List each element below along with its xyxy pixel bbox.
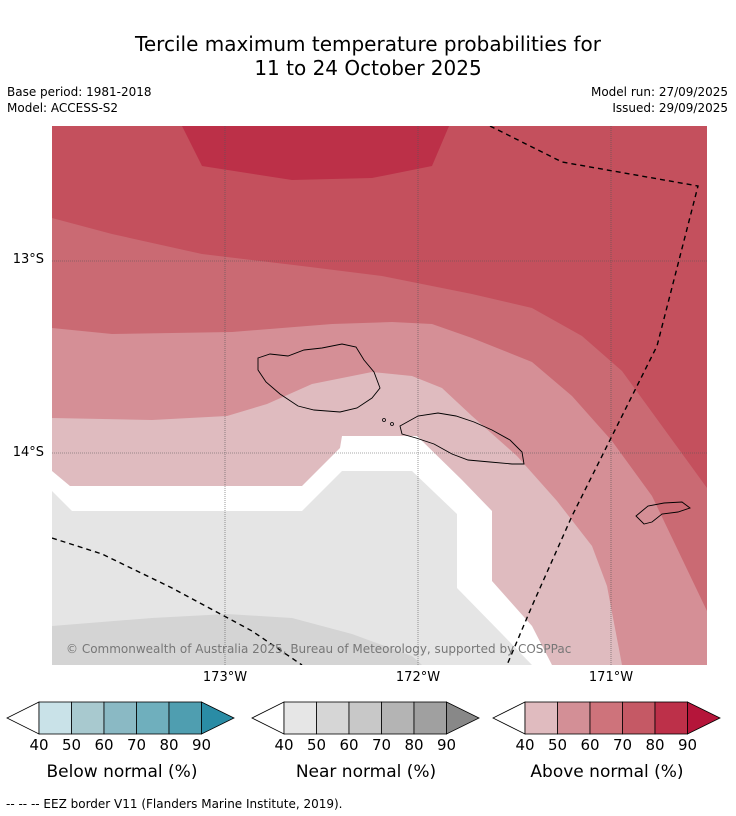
colorbar-extend-low	[492, 701, 526, 735]
lon-label-171w: 171°W	[588, 670, 634, 685]
colorbar-segment	[413, 701, 447, 735]
colorbar-tick-label: 90	[677, 736, 698, 754]
colorbar-tick-label: 40	[515, 736, 535, 754]
colorbar-segment	[103, 701, 137, 735]
islet	[382, 418, 386, 422]
colorbar-tick-label: 70	[612, 736, 633, 754]
issued-date: Issued: 29/09/2025	[612, 101, 728, 115]
colorbar-extend-low	[251, 701, 285, 735]
probability-map	[52, 126, 707, 665]
colorbar-tick-label: 50	[61, 736, 82, 754]
colorbar-tick-label: 50	[547, 736, 568, 754]
zone-near-40	[52, 471, 532, 665]
colorbar-segment	[622, 701, 656, 735]
colorbar-near-normal	[251, 701, 480, 735]
colorbar-segment	[283, 701, 317, 735]
colorbar-tick-label: 70	[371, 736, 392, 754]
map-title-line2: 11 to 24 October 2025	[254, 56, 482, 80]
tutuila-island	[635, 501, 691, 525]
lat-label-14s: 14°S	[12, 445, 44, 460]
zone-above-80	[182, 126, 449, 180]
colorbar-tick-label: 40	[29, 736, 49, 754]
colorbar-segment	[557, 701, 591, 735]
colorbar-tick-label: 40	[274, 736, 294, 754]
colorbar-title-near: Near normal (%)	[295, 762, 437, 782]
colorbar-tick-label: 60	[94, 736, 114, 754]
colorbar-tick-label: 80	[404, 736, 424, 754]
lon-label-173w: 173°W	[202, 670, 248, 685]
upolu-island	[399, 412, 525, 465]
colorbar-segment	[446, 701, 480, 735]
colorbar-segment	[168, 701, 202, 735]
model-run: Model run: 27/09/2025	[590, 85, 728, 99]
colorbar-segment	[136, 701, 170, 735]
model-name: Model: ACCESS-S2	[7, 101, 119, 115]
colorbar-title-below: Below normal (%)	[46, 762, 198, 782]
base-period: Base period: 1981-2018	[7, 85, 152, 99]
eez-footnote: -- -- -- EEZ border V11 (Flanders Marine…	[6, 797, 343, 811]
colorbar-segment	[589, 701, 623, 735]
lat-label-13s: 13°S	[12, 252, 44, 267]
savaii-island	[257, 343, 381, 413]
colorbar-tick-label: 80	[159, 736, 179, 754]
colorbar-title-above: Above normal (%)	[530, 762, 684, 782]
colorbar-segment	[524, 701, 558, 735]
colorbar-segment	[316, 701, 350, 735]
colorbar-segment	[38, 701, 72, 735]
colorbar-tick-label: 60	[580, 736, 600, 754]
colorbar-tick-label: 80	[645, 736, 665, 754]
colorbar-tick-label: 50	[306, 736, 327, 754]
colorbar-extend-low	[6, 701, 40, 735]
map-title-line1: Tercile maximum temperature probabilitie…	[135, 32, 601, 56]
colorbar-tick-label: 70	[126, 736, 147, 754]
islet	[390, 422, 394, 426]
colorbar-segment	[71, 701, 105, 735]
colorbar-tick-label: 90	[191, 736, 212, 754]
colorbar-segment	[381, 701, 415, 735]
colorbar-segment	[654, 701, 688, 735]
colorbar-segment	[348, 701, 382, 735]
colorbar-below-normal	[6, 701, 235, 735]
colorbar-segment	[687, 701, 721, 735]
colorbar-segment	[201, 701, 235, 735]
copyright-notice: © Commonwealth of Australia 2025, Bureau…	[66, 642, 572, 656]
colorbar-tick-label: 90	[436, 736, 457, 754]
zone-near-50	[52, 614, 422, 665]
lon-label-172w: 172°W	[395, 670, 441, 685]
eez-border	[52, 126, 699, 665]
colorbar-above-normal	[492, 701, 721, 735]
colorbar-tick-label: 60	[339, 736, 359, 754]
